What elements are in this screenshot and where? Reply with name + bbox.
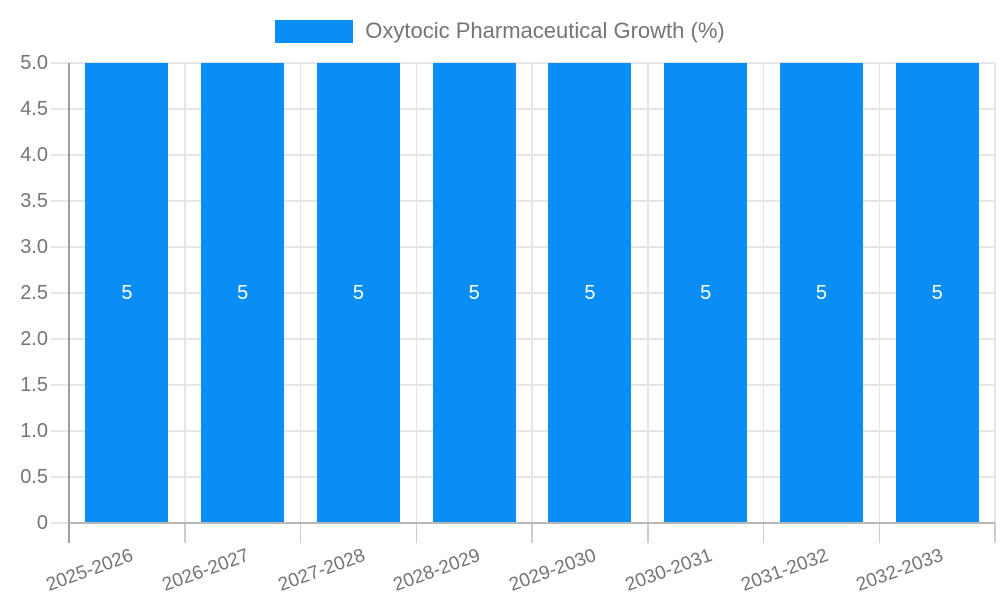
y-axis-label: 2.5 (20, 282, 48, 304)
bar-value-label: 5 (815, 282, 827, 304)
x-axis-tick (994, 523, 996, 543)
y-axis-tick (51, 108, 69, 110)
v-gridline (184, 63, 186, 523)
y-axis-label: 1.0 (20, 420, 48, 442)
x-axis-label: 2026-2027 (159, 545, 252, 596)
v-gridline (647, 63, 649, 523)
bar-value-label: 5 (352, 282, 364, 304)
x-axis-tick (415, 523, 417, 543)
x-axis-tick (762, 523, 765, 543)
x-axis-label: 2027-2028 (274, 545, 368, 596)
x-axis-label: 2029-2030 (506, 545, 600, 596)
legend: Oxytocic Pharmaceutical Growth (%) (0, 17, 1000, 45)
y-axis-label: 5.0 (20, 52, 48, 74)
bar[interactable] (548, 63, 632, 523)
x-axis-tick (531, 523, 533, 543)
bar[interactable] (316, 63, 400, 523)
v-gridline (531, 63, 533, 523)
v-gridline (299, 63, 302, 523)
x-axis-label: 2032-2033 (853, 545, 947, 596)
bar[interactable] (432, 63, 516, 523)
y-axis-tick (51, 384, 69, 386)
x-axis-label: 2031-2032 (737, 545, 831, 596)
y-axis-label: 4.0 (20, 144, 48, 166)
y-axis-tick (51, 338, 69, 340)
y-axis-tick (51, 476, 69, 478)
bar[interactable] (201, 63, 285, 523)
y-axis-tick (51, 200, 69, 202)
v-gridline (415, 63, 417, 523)
v-gridline (762, 63, 765, 523)
y-axis-tick (51, 154, 69, 156)
x-axis-baseline (69, 522, 995, 524)
x-axis-tick (184, 523, 186, 543)
y-axis-label: 0 (36, 512, 48, 534)
bar-value-label: 5 (931, 282, 943, 304)
y-axis-line (68, 63, 70, 543)
y-axis-tick (51, 246, 69, 248)
y-axis-label: 0.5 (20, 466, 48, 488)
y-axis-label: 3.5 (20, 190, 48, 212)
y-axis-label: 3.0 (20, 236, 48, 258)
y-axis-label: 1.5 (20, 374, 48, 396)
legend-swatch (275, 19, 354, 43)
bar[interactable] (895, 63, 979, 523)
y-axis-tick (51, 430, 69, 432)
y-axis-tick (51, 522, 69, 524)
x-axis-tick (647, 523, 649, 543)
x-axis-tick (299, 523, 302, 543)
y-axis-tick (51, 62, 69, 64)
y-axis-label: 2.0 (20, 328, 48, 350)
y-axis-tick (51, 292, 69, 294)
x-axis-label: 2028-2029 (390, 545, 484, 596)
v-gridline (878, 63, 880, 523)
bar-value-label: 5 (700, 282, 712, 304)
y-axis-label: 4.5 (20, 98, 48, 120)
bar-value-label: 5 (584, 282, 596, 304)
x-axis-label: 2025-2026 (43, 545, 137, 596)
bar[interactable] (779, 63, 863, 523)
bar-value-label: 5 (121, 282, 133, 304)
bar-value-label: 5 (468, 282, 480, 304)
v-gridline (994, 63, 996, 523)
x-axis-tick (878, 523, 880, 543)
bar-value-label: 5 (237, 282, 249, 304)
bar[interactable] (85, 63, 169, 523)
legend-label: Oxytocic Pharmaceutical Growth (%) (365, 18, 725, 43)
x-axis-label: 2030-2031 (622, 545, 715, 596)
bar[interactable] (664, 63, 748, 523)
